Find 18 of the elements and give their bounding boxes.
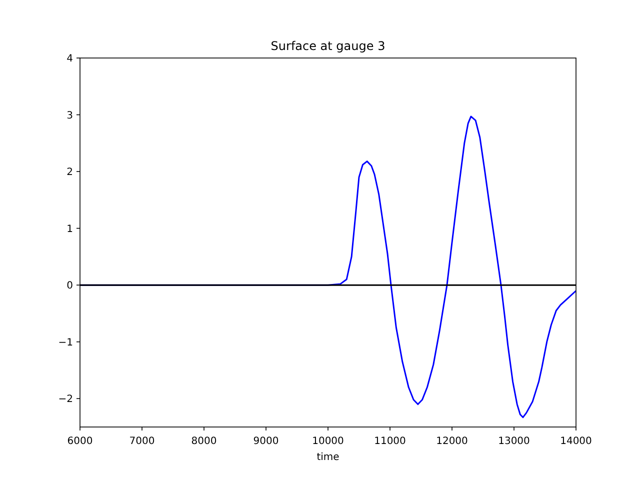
x-axis-title: time	[316, 452, 340, 463]
x-tick-label: 11000	[374, 436, 406, 447]
y-tick-label: 4	[66, 54, 73, 64]
x-tick-label: 8000	[191, 436, 217, 447]
x-tick-label: 14000	[560, 436, 592, 447]
x-tick-label: 13000	[498, 436, 530, 447]
y-tick-label: 3	[66, 110, 73, 122]
x-tick-label: 9000	[253, 436, 279, 447]
y-tick-label: 2	[66, 167, 73, 178]
x-tick-label: 10000	[312, 436, 344, 447]
chart-title: Surface at gauge 3	[270, 39, 386, 53]
y-tick-label: 1	[66, 224, 73, 235]
y-tick-label: −1	[58, 337, 73, 348]
y-tick-label: 0	[66, 280, 73, 292]
x-tick-label: 7000	[129, 436, 155, 447]
y-tick-label: −2	[58, 394, 73, 406]
x-tick-label: 6000	[67, 436, 93, 447]
x-tick-label: 12000	[436, 436, 468, 447]
